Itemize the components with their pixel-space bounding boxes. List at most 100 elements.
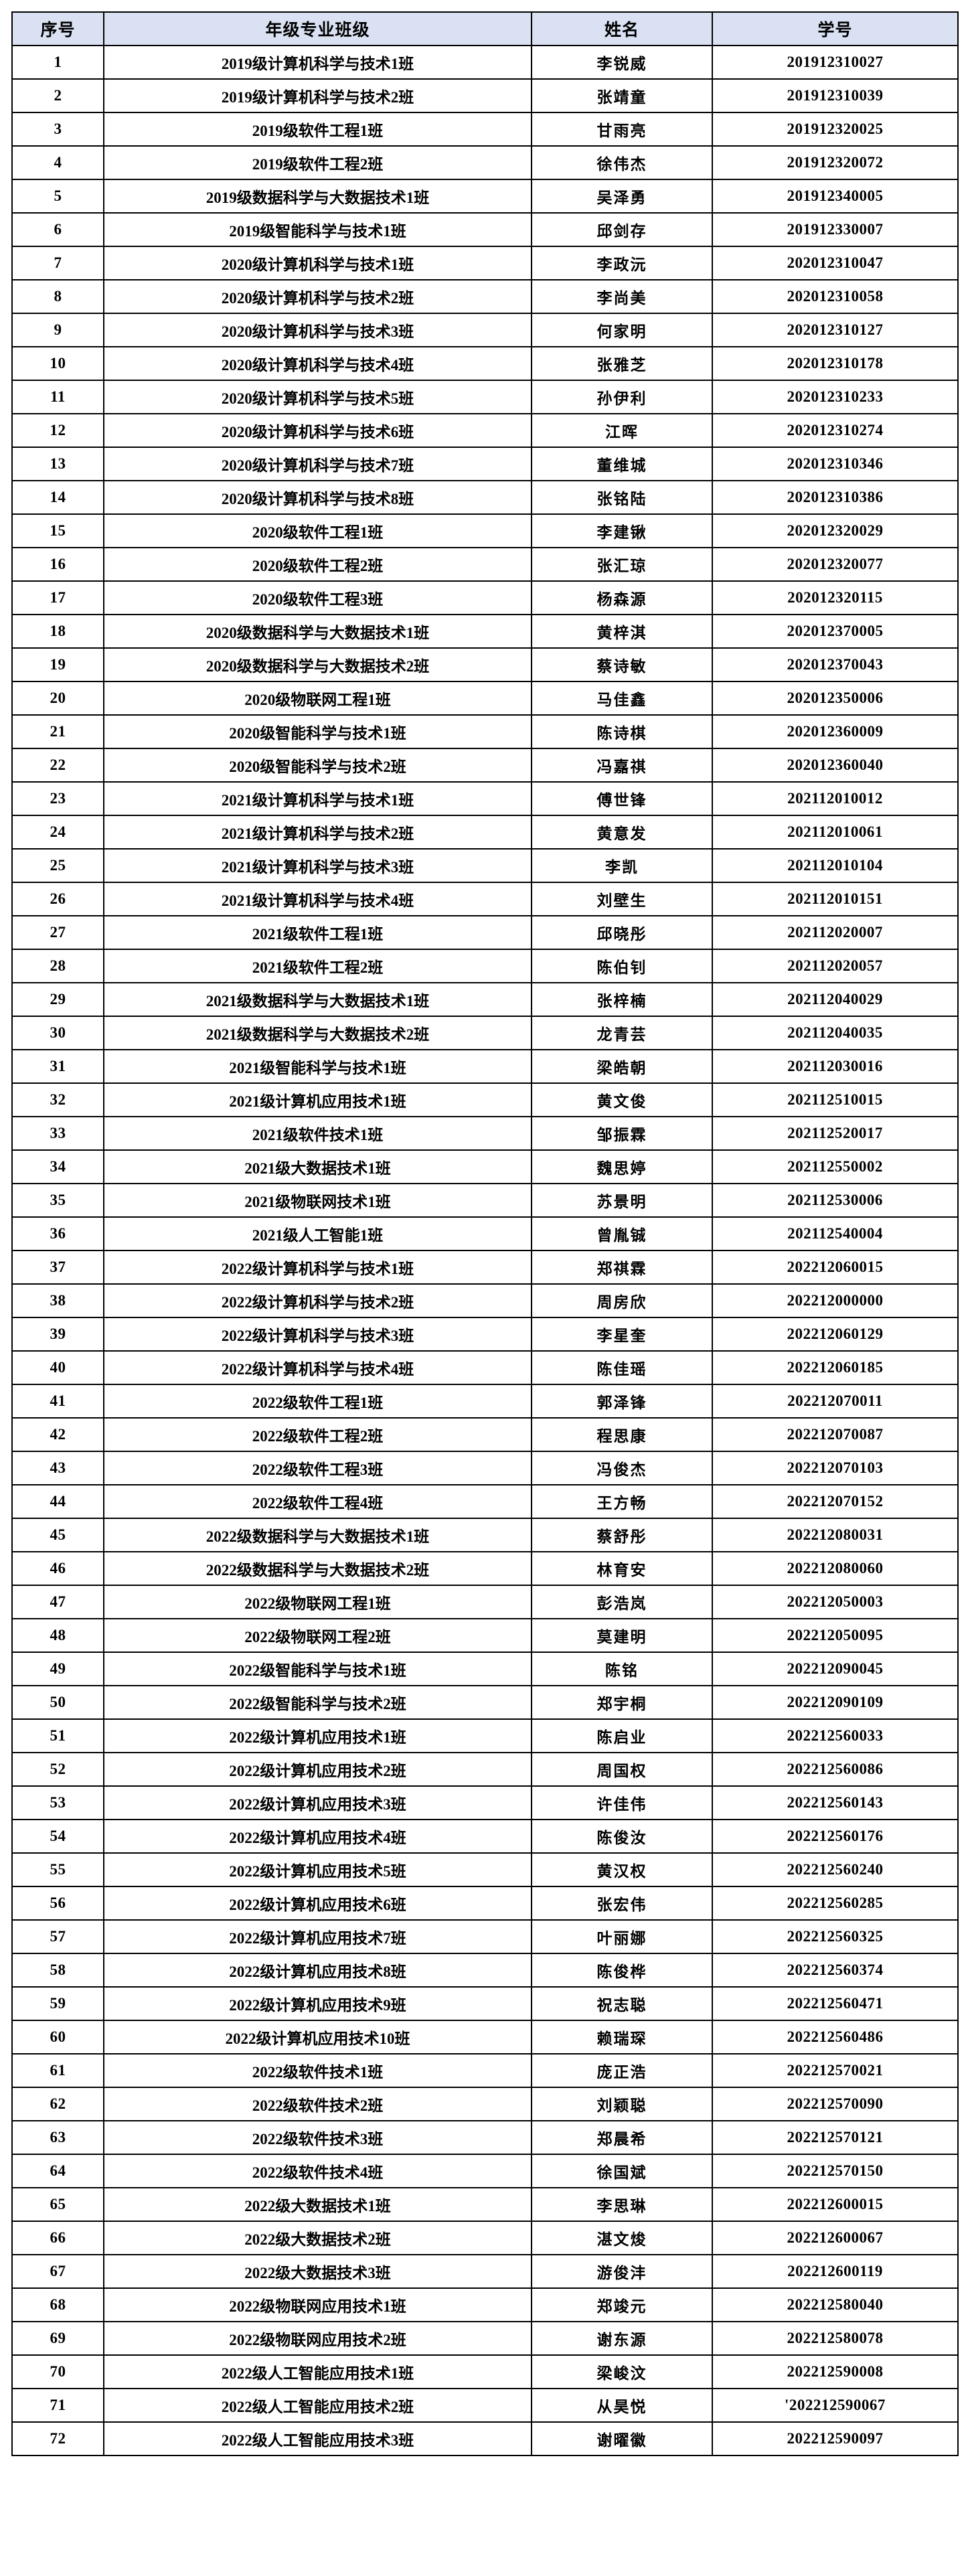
cell-student-id[interactable]: 201912310039 — [712, 78, 959, 113]
table-row[interactable]: 13 2020级计算机科学与技术7班 董维城 202012310346 — [11, 447, 959, 481]
cell-student-id[interactable]: 201912310027 — [712, 45, 959, 80]
cell-student-id[interactable]: 202212000000 — [712, 1283, 959, 1318]
cell-seq[interactable]: 18 — [11, 614, 104, 649]
cell-seq[interactable]: 30 — [11, 1016, 104, 1050]
cell-seq[interactable]: 62 — [11, 2087, 104, 2121]
cell-name[interactable]: 董维城 — [531, 447, 713, 481]
cell-class[interactable]: 2022级计算机应用技术4班 — [103, 1819, 532, 1854]
cell-student-id[interactable]: 202112030016 — [712, 1049, 959, 1084]
cell-name[interactable]: 刘壁生 — [531, 882, 713, 916]
cell-seq[interactable]: 72 — [11, 2421, 104, 2456]
table-row[interactable]: 45 2022级数据科学与大数据技术1班 蔡舒彤 202212080031 — [11, 1518, 959, 1552]
cell-seq[interactable]: 2 — [11, 78, 104, 113]
cell-class[interactable]: 2022级计算机应用技术8班 — [103, 1953, 532, 1988]
cell-student-id[interactable]: 202212070087 — [712, 1417, 959, 1452]
cell-class[interactable]: 2020级软件工程1班 — [103, 513, 532, 548]
cell-name[interactable]: 庞正浩 — [531, 2053, 713, 2088]
cell-name[interactable]: 李政沅 — [531, 246, 713, 280]
cell-class[interactable]: 2022级计算机应用技术10班 — [103, 2020, 532, 2055]
cell-student-id[interactable]: 202212050003 — [712, 1585, 959, 1619]
cell-student-id[interactable]: 202212600015 — [712, 2187, 959, 2222]
cell-class[interactable]: 2022级人工智能应用技术1班 — [103, 2354, 532, 2389]
cell-class[interactable]: 2020级计算机科学与技术6班 — [103, 413, 532, 448]
cell-class[interactable]: 2021级大数据技术1班 — [103, 1149, 532, 1184]
table-row[interactable]: 56 2022级计算机应用技术6班 张宏伟 202212560285 — [11, 1886, 959, 1921]
cell-seq[interactable]: 61 — [11, 2053, 104, 2088]
cell-name[interactable]: 许佳伟 — [531, 1785, 713, 1820]
cell-seq[interactable]: 25 — [11, 848, 104, 883]
cell-class[interactable]: 2021级软件技术1班 — [103, 1116, 532, 1151]
table-row[interactable]: 42 2022级软件工程2班 程思康 202212070087 — [11, 1417, 959, 1452]
cell-class[interactable]: 2022级计算机科学与技术4班 — [103, 1350, 532, 1385]
cell-seq[interactable]: 65 — [11, 2187, 104, 2222]
cell-student-id[interactable]: 202112520017 — [712, 1116, 959, 1151]
table-row[interactable]: 51 2022级计算机应用技术1班 陈启业 202212560033 — [11, 1718, 959, 1753]
table-row[interactable]: 35 2021级物联网技术1班 苏景明 202112530006 — [11, 1183, 959, 1218]
cell-student-id[interactable]: 202212060015 — [712, 1250, 959, 1285]
table-row[interactable]: 39 2022级计算机科学与技术3班 李星奎 202212060129 — [11, 1317, 959, 1352]
cell-name[interactable]: 邹振霖 — [531, 1116, 713, 1151]
cell-seq[interactable]: 8 — [11, 279, 104, 314]
cell-seq[interactable]: 40 — [11, 1350, 104, 1385]
table-row[interactable]: 9 2020级计算机科学与技术3班 何家明 202012310127 — [11, 313, 959, 347]
cell-class[interactable]: 2022级计算机应用技术1班 — [103, 1718, 532, 1753]
cell-class[interactable]: 2022级计算机应用技术9班 — [103, 1986, 532, 2021]
table-row[interactable]: 22 2020级智能科学与技术2班 冯嘉祺 202012360040 — [11, 748, 959, 783]
cell-student-id[interactable]: 202212570090 — [712, 2087, 959, 2121]
cell-seq[interactable]: 39 — [11, 1317, 104, 1352]
cell-class[interactable]: 2020级智能科学与技术2班 — [103, 748, 532, 783]
cell-seq[interactable]: 60 — [11, 2020, 104, 2055]
cell-student-id[interactable]: 202112010061 — [712, 815, 959, 850]
cell-seq[interactable]: 37 — [11, 1250, 104, 1285]
cell-name[interactable]: 孙伊利 — [531, 380, 713, 414]
cell-name[interactable]: 游俊沣 — [531, 2254, 713, 2289]
cell-class[interactable]: 2022级大数据技术1班 — [103, 2187, 532, 2222]
table-row[interactable]: 49 2022级智能科学与技术1班 陈铭 202212090045 — [11, 1652, 959, 1686]
cell-student-id[interactable]: 202012310047 — [712, 246, 959, 280]
cell-name[interactable]: 杨森源 — [531, 580, 713, 615]
cell-name[interactable]: 冯嘉祺 — [531, 748, 713, 783]
cell-class[interactable]: 2020级计算机科学与技术5班 — [103, 380, 532, 414]
table-row[interactable]: 4 2019级软件工程2班 徐伟杰 201912320072 — [11, 145, 959, 180]
cell-seq[interactable]: 20 — [11, 681, 104, 716]
table-row[interactable]: 41 2022级软件工程1班 郭泽锋 202212070011 — [11, 1384, 959, 1419]
cell-name[interactable]: 蔡诗敏 — [531, 647, 713, 682]
cell-student-id[interactable]: 202212600119 — [712, 2254, 959, 2289]
cell-name[interactable]: 张汇琼 — [531, 547, 713, 582]
table-row[interactable]: 27 2021级软件工程1班 邱晓彤 202112020007 — [11, 915, 959, 950]
cell-name[interactable]: 黄意发 — [531, 815, 713, 850]
cell-name[interactable]: 黄梓淇 — [531, 614, 713, 649]
cell-name[interactable]: 叶丽娜 — [531, 1919, 713, 1954]
table-row[interactable]: 15 2020级软件工程1班 李建锹 202012320029 — [11, 513, 959, 548]
table-row[interactable]: 24 2021级计算机科学与技术2班 黄意发 202112010061 — [11, 815, 959, 850]
cell-name[interactable]: 郭泽锋 — [531, 1384, 713, 1419]
table-row[interactable]: 70 2022级人工智能应用技术1班 梁峻汶 202212590008 — [11, 2354, 959, 2389]
cell-name[interactable]: 王方畅 — [531, 1484, 713, 1519]
cell-seq[interactable]: 53 — [11, 1785, 104, 1820]
column-header-class[interactable]: 年级专业班级 — [103, 11, 532, 46]
cell-class[interactable]: 2020级计算机科学与技术4班 — [103, 346, 532, 381]
cell-name[interactable]: 李建锹 — [531, 513, 713, 548]
cell-student-id[interactable]: 202212590008 — [712, 2354, 959, 2389]
cell-seq[interactable]: 50 — [11, 1685, 104, 1720]
table-row[interactable]: 66 2022级大数据技术2班 湛文焌 202212600067 — [11, 2221, 959, 2255]
table-row[interactable]: 23 2021级计算机科学与技术1班 傅世锋 202112010012 — [11, 781, 959, 816]
cell-name[interactable]: 周房欣 — [531, 1283, 713, 1318]
cell-name[interactable]: 江晖 — [531, 413, 713, 448]
table-row[interactable]: 48 2022级物联网工程2班 莫建明 202212050095 — [11, 1618, 959, 1653]
table-row[interactable]: 50 2022级智能科学与技术2班 郑宇桐 202212090109 — [11, 1685, 959, 1720]
cell-class[interactable]: 2021级计算机科学与技术1班 — [103, 781, 532, 816]
cell-name[interactable]: 郑宇桐 — [531, 1685, 713, 1720]
cell-seq[interactable]: 70 — [11, 2354, 104, 2389]
cell-class[interactable]: 2020级数据科学与大数据技术2班 — [103, 647, 532, 682]
cell-class[interactable]: 2020级物联网工程1班 — [103, 681, 532, 716]
cell-class[interactable]: 2020级计算机科学与技术3班 — [103, 313, 532, 347]
cell-seq[interactable]: 52 — [11, 1752, 104, 1787]
column-header-sid[interactable]: 学号 — [712, 11, 959, 46]
cell-student-id[interactable]: 202012320115 — [712, 580, 959, 615]
table-row[interactable]: 20 2020级物联网工程1班 马佳鑫 202012350006 — [11, 681, 959, 716]
cell-name[interactable]: 莫建明 — [531, 1618, 713, 1653]
cell-student-id[interactable]: 202012350006 — [712, 681, 959, 716]
cell-seq[interactable]: 4 — [11, 145, 104, 180]
table-row[interactable]: 60 2022级计算机应用技术10班 赖瑞琛 202212560486 — [11, 2020, 959, 2055]
